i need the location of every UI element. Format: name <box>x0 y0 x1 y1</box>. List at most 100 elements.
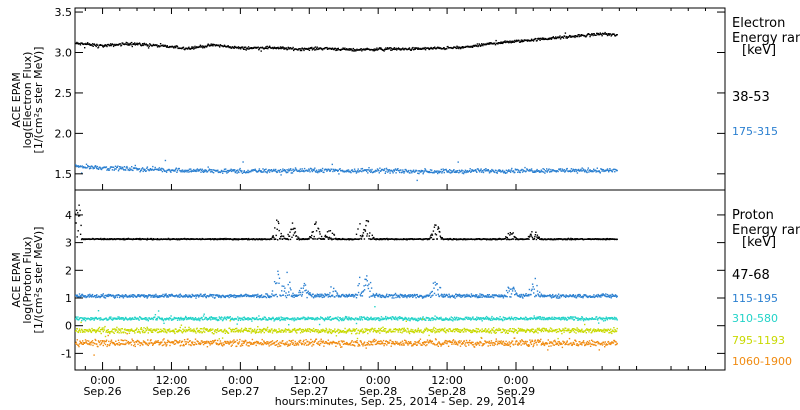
proton-point-3 <box>186 318 188 321</box>
electron-point-1 <box>243 48 245 50</box>
proton-point-3 <box>108 317 110 319</box>
electron-point-2 <box>81 165 83 167</box>
proton-point-2 <box>289 287 291 289</box>
proton-point-2 <box>409 294 411 296</box>
proton-point-3 <box>338 320 340 322</box>
electron-point-1 <box>323 48 326 50</box>
proton-point-3 <box>540 317 542 319</box>
proton-point-3 <box>125 317 127 319</box>
electron-point-1 <box>336 49 338 51</box>
proton-point-2 <box>464 295 467 297</box>
proton-point-1 <box>310 237 312 239</box>
electron-point-1 <box>340 49 342 51</box>
proton-point-2 <box>396 294 398 297</box>
proton-point-3 <box>579 317 581 320</box>
proton-point-3 <box>577 317 579 319</box>
proton-point-3 <box>594 318 597 320</box>
proton-point-3 <box>490 319 492 321</box>
electron-point-1 <box>199 46 201 48</box>
proton-point-3 <box>469 318 471 320</box>
electron-point-2 <box>453 169 455 171</box>
electron-point-1 <box>282 46 284 48</box>
proton-point-1 <box>150 238 152 240</box>
electron-point-2 <box>251 169 253 171</box>
electron-point-2 <box>348 171 350 173</box>
proton-point-1 <box>574 239 576 241</box>
proton-point-2 <box>267 295 269 297</box>
electron-point-2 <box>290 168 292 170</box>
proton-point-2 <box>166 295 168 297</box>
electron-point-2 <box>121 167 123 169</box>
proton-point-2 <box>227 295 230 297</box>
proton-point-4 <box>102 329 104 331</box>
proton-point-1 <box>294 227 296 230</box>
electron-point-1 <box>592 34 594 37</box>
proton-point-1 <box>319 233 321 235</box>
proton-point-2 <box>382 296 384 298</box>
proton-point-3 <box>296 318 298 321</box>
electron-point-2 <box>315 171 317 173</box>
electron-point-1 <box>535 38 537 40</box>
proton-point-3 <box>314 318 316 321</box>
proton-point-2 <box>142 294 144 297</box>
proton-point-2 <box>318 296 321 298</box>
electron-point-2 <box>563 169 565 171</box>
proton-point-2 <box>275 293 277 296</box>
proton-point-2 <box>299 294 301 296</box>
electron-point-2 <box>141 167 144 169</box>
proton-point-2 <box>98 295 101 298</box>
electron-point-1 <box>141 44 143 46</box>
proton-point-1 <box>485 238 487 240</box>
electron-point-2 <box>475 170 477 172</box>
electron-point-2 <box>429 171 431 174</box>
electron-point-2 <box>376 170 378 172</box>
electron-point-2 <box>162 168 165 171</box>
electron-point-1 <box>234 45 236 48</box>
proton-point-2 <box>290 289 292 291</box>
electron-point-1 <box>282 47 285 49</box>
electron-point-2 <box>91 166 94 168</box>
proton-point-2 <box>322 294 325 297</box>
proton-point-2 <box>323 295 326 298</box>
electron-point-2 <box>319 170 321 172</box>
proton-point-2 <box>514 290 516 292</box>
proton-point-2 <box>167 296 170 298</box>
electron-point-2 <box>574 168 577 171</box>
electron-point-2 <box>151 168 153 170</box>
electron-point-1 <box>94 44 97 47</box>
electron-point-2 <box>190 171 192 173</box>
proton-point-4 <box>106 329 108 332</box>
proton-point-2 <box>184 296 186 298</box>
proton-point-2 <box>335 290 337 292</box>
proton-point-2 <box>455 293 457 295</box>
proton-point-2 <box>533 288 535 290</box>
proton-point-3 <box>321 317 323 319</box>
electron-point-2 <box>566 167 568 170</box>
proton-point-2 <box>558 296 560 298</box>
proton-point-2 <box>315 296 317 298</box>
proton-point-3 <box>491 319 494 321</box>
proton-point-3 <box>307 316 309 318</box>
proton-point-1 <box>276 219 278 221</box>
electron-point-1 <box>87 42 89 44</box>
electron-point-1 <box>349 48 352 50</box>
proton-point-1 <box>528 236 531 238</box>
proton-point-1 <box>602 238 604 241</box>
proton-point-3 <box>468 316 470 319</box>
proton-point-2 <box>481 293 483 296</box>
proton-point-2 <box>546 295 548 298</box>
proton-point-1 <box>314 238 316 240</box>
proton-point-2 <box>574 294 577 297</box>
proton-point-1 <box>247 237 250 240</box>
proton-point-3 <box>496 317 498 319</box>
electron-point-2 <box>170 171 172 173</box>
electron-point-2 <box>389 172 391 174</box>
proton-point-3 <box>568 317 571 320</box>
electron-point-1 <box>577 34 580 36</box>
proton-point-2 <box>499 296 502 298</box>
electron-point-2 <box>296 169 298 171</box>
proton-point-2 <box>368 296 371 298</box>
proton-point-3 <box>160 317 162 319</box>
proton-point-3 <box>294 317 296 319</box>
proton-point-3 <box>536 316 538 318</box>
